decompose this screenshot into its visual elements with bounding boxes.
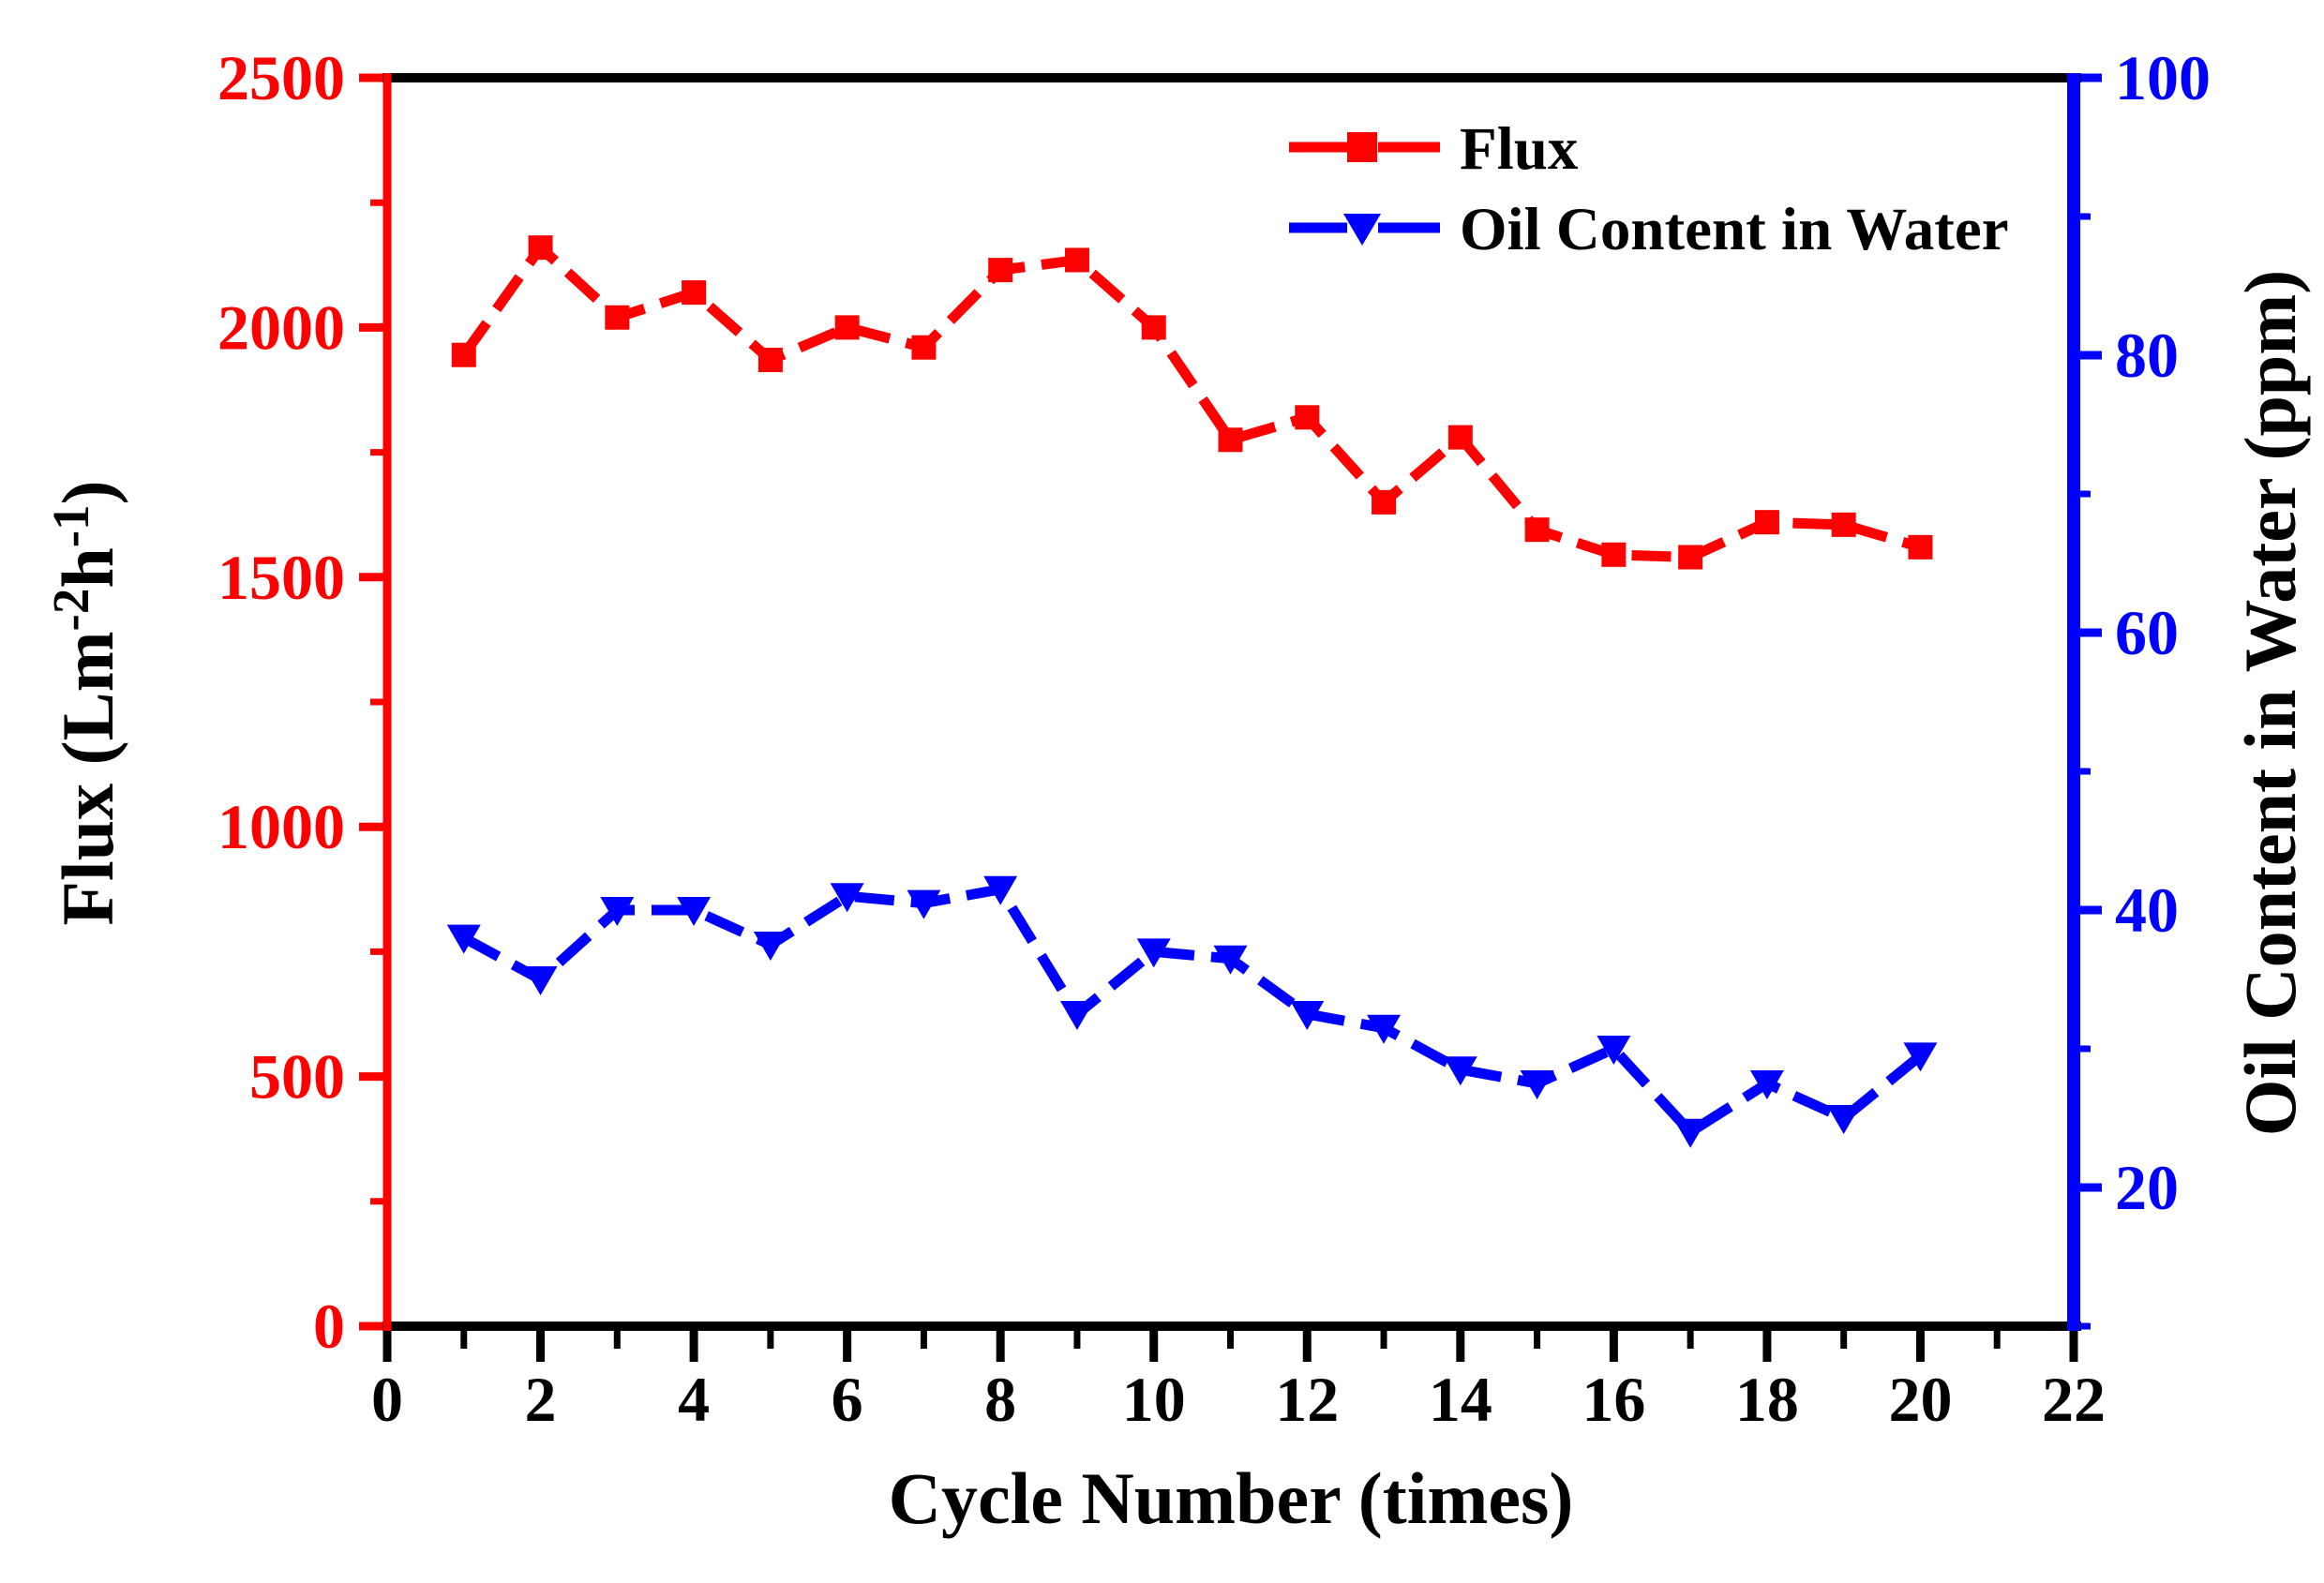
x-tick-label: 18 xyxy=(1735,1364,1799,1435)
oil-marker xyxy=(1059,1001,1094,1030)
x-tick-label: 14 xyxy=(1429,1364,1492,1435)
left-tick-label: 2000 xyxy=(217,291,345,363)
flux-marker xyxy=(1524,517,1550,543)
right-tick-label: 100 xyxy=(2115,42,2211,113)
left-tick-label: 0 xyxy=(313,1291,345,1362)
flux-marker xyxy=(1678,545,1703,570)
oil-marker xyxy=(830,883,864,913)
axes-layer: 0 2 4 6 8 10 12 14 16 18 20 22 0 500 1000 1500 2000 2500 2… xyxy=(217,42,2211,1435)
oil-marker xyxy=(1213,945,1248,975)
oil-marker xyxy=(1136,938,1171,968)
x-tick-label: 4 xyxy=(678,1364,710,1435)
flux-marker xyxy=(451,342,476,367)
flux-marker xyxy=(1754,510,1779,535)
oil-marker xyxy=(1749,1070,1784,1099)
right-tick-label: 40 xyxy=(2115,874,2179,946)
legend-label-oil-content: Oil Content in Water xyxy=(1460,196,2009,263)
flux-marker xyxy=(834,315,860,340)
flux-marker xyxy=(988,258,1013,283)
flux-marker xyxy=(911,335,937,360)
oil-marker xyxy=(446,924,481,954)
oil-marker xyxy=(1290,1001,1325,1030)
flux-marker xyxy=(1218,427,1243,453)
right-tick-label: 20 xyxy=(2115,1152,2179,1223)
legend-label-flux: Flux xyxy=(1460,115,1579,183)
right-axis-title: Oil Content in Water (ppm) xyxy=(2229,270,2311,1137)
oil-marker xyxy=(907,889,941,919)
flux-marker xyxy=(1064,247,1089,273)
series-layer xyxy=(446,235,1938,1148)
oil-marker xyxy=(1443,1056,1477,1086)
x-tick-label: 2 xyxy=(525,1364,557,1435)
left-axis-title: Flux (Lm-2h-1) xyxy=(42,480,128,925)
oil-marker xyxy=(523,966,558,995)
legend-flux-marker xyxy=(1347,132,1377,162)
oil-marker xyxy=(600,897,635,926)
x-tick-label: 20 xyxy=(1888,1364,1952,1435)
flux-marker xyxy=(682,280,707,306)
oil-series-line xyxy=(461,883,1924,1139)
x-tick-label: 8 xyxy=(984,1364,1016,1435)
right-tick-label: 80 xyxy=(2115,320,2179,391)
flux-marker xyxy=(1295,405,1320,430)
flux-marker xyxy=(1447,425,1473,450)
flux-marker xyxy=(605,305,630,330)
oil-marker xyxy=(1903,1042,1938,1072)
flux-marker xyxy=(1601,542,1627,567)
legend-layer xyxy=(1289,132,1440,246)
oil-marker xyxy=(753,932,787,961)
x-tick-label: 6 xyxy=(832,1364,863,1435)
flux-marker xyxy=(1908,534,1933,560)
oil-marker xyxy=(1673,1118,1708,1148)
left-tick-label: 500 xyxy=(249,1041,345,1113)
flux-marker xyxy=(757,348,783,373)
oil-marker xyxy=(983,875,1018,905)
oil-marker xyxy=(1826,1105,1861,1134)
flux-series-line xyxy=(459,239,1923,563)
flux-marker xyxy=(1141,315,1166,340)
left-tick-label: 1500 xyxy=(217,542,345,613)
flux-marker xyxy=(1831,512,1856,537)
x-tick-label: 22 xyxy=(2042,1364,2106,1435)
left-tick-label: 2500 xyxy=(217,42,345,113)
right-tick-label: 60 xyxy=(2115,597,2179,668)
flux-marker xyxy=(528,235,553,261)
oil-marker xyxy=(1367,1014,1402,1044)
legend-oil-marker xyxy=(1343,214,1381,246)
x-tick-label: 16 xyxy=(1582,1364,1645,1435)
x-tick-label: 12 xyxy=(1275,1364,1339,1435)
x-tick-label: 10 xyxy=(1122,1364,1186,1435)
oil-marker xyxy=(677,897,712,926)
left-tick-label: 1000 xyxy=(217,791,345,862)
oil-marker xyxy=(1520,1070,1554,1099)
oil-marker xyxy=(1597,1036,1631,1065)
flux-marker xyxy=(1372,489,1397,515)
x-tick-label: 0 xyxy=(371,1364,403,1435)
x-axis-title: Cycle Number (times) xyxy=(889,1457,1574,1539)
